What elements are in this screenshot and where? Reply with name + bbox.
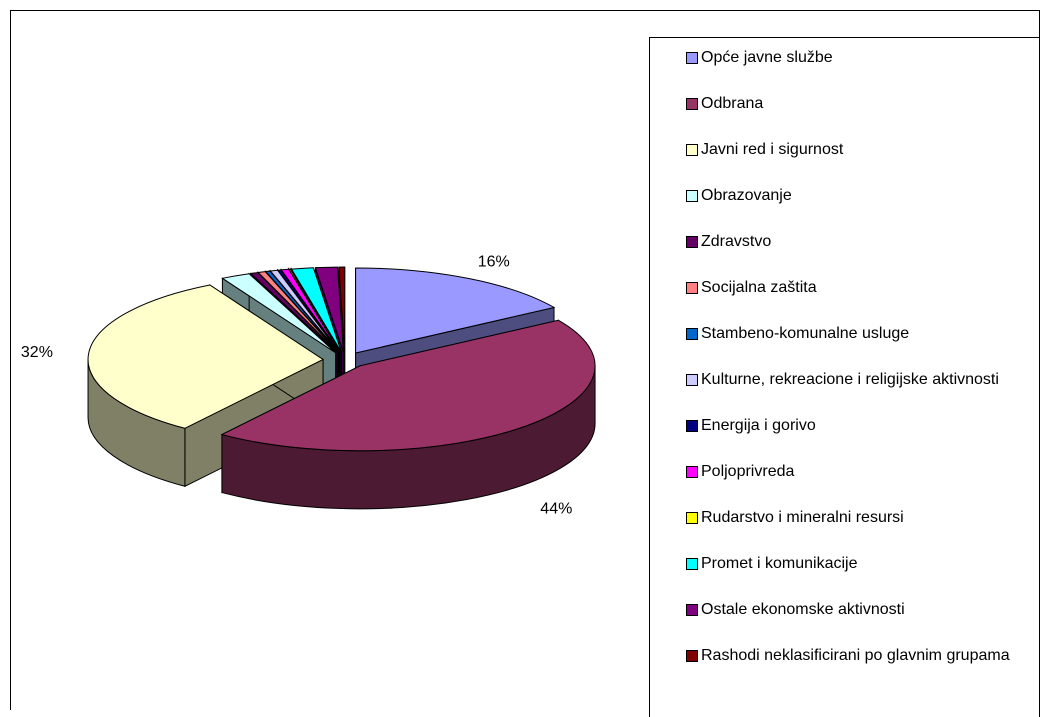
slice xyxy=(355,267,556,354)
legend-item: Stambeno-komunalne usluge xyxy=(686,325,909,342)
data-label: 44% xyxy=(540,501,572,518)
legend-label: Opće javne službe xyxy=(701,49,833,66)
legend-swatch xyxy=(686,650,698,662)
legend-item: Socijalna zaštita xyxy=(686,279,817,296)
slice xyxy=(338,266,346,353)
legend-item: Ostale ekonomske aktivnosti xyxy=(686,601,905,618)
legend-item: Energija i gorivo xyxy=(686,417,816,434)
legend-item: Obrazovanje xyxy=(686,187,792,204)
slice xyxy=(257,271,339,353)
legend-swatch xyxy=(686,374,698,386)
legend-label: Kulturne, rekreacione i religijske aktiv… xyxy=(701,371,999,388)
legend-swatch xyxy=(686,466,698,478)
legend-label: Stambeno-komunalne usluge xyxy=(701,325,910,342)
legend-item: Kulturne, rekreacione i religijske aktiv… xyxy=(686,371,999,388)
legend-item: Odbrana xyxy=(686,95,763,112)
legend-swatch xyxy=(686,328,698,340)
legend-swatch xyxy=(686,190,698,202)
legend-label: Promet i komunikacije xyxy=(701,555,858,572)
legend-swatch xyxy=(686,558,698,570)
slice xyxy=(249,272,338,353)
legend-item: Promet i komunikacije xyxy=(686,555,858,572)
legend-label: Rashodi neklasificirani po glavnim grupa… xyxy=(701,647,1010,664)
legend-label: Javni red i sigurnost xyxy=(701,141,844,158)
legend-swatch xyxy=(686,512,698,524)
slice xyxy=(221,273,336,354)
legend-label: Rudarstvo i mineralni resursi xyxy=(701,509,904,526)
legend-item: Zdravstvo xyxy=(686,233,771,250)
data-label: 16% xyxy=(478,253,510,270)
legend-item: Javni red i sigurnost xyxy=(686,141,843,158)
legend-swatch xyxy=(686,420,698,432)
slice xyxy=(290,267,342,353)
legend-item: Opće javne službe xyxy=(686,49,833,66)
slice xyxy=(220,319,596,452)
legend-swatch xyxy=(686,282,698,294)
slice xyxy=(314,266,344,353)
page: 16% 44% 32% Opće javne službe Odbrana Javni … xyxy=(10,10,1040,717)
legend-label: Zdravstvo xyxy=(701,233,772,250)
legend-swatch xyxy=(686,144,698,156)
legend-label: Obrazovanje xyxy=(701,187,792,204)
legend-label: Poljoprivreda xyxy=(701,463,795,480)
data-label: 32% xyxy=(21,344,53,361)
legend: Opće javne službe Odbrana Javni red i sigu… xyxy=(649,37,1040,717)
legend-swatch xyxy=(686,52,698,64)
legend-label: Ostale ekonomske aktivnosti xyxy=(701,601,905,618)
legend-swatch xyxy=(686,604,698,616)
legend-item: Rashodi neklasificirani po glavnim grupa… xyxy=(686,647,1010,664)
legend-label: Odbrana xyxy=(701,95,764,112)
slice xyxy=(87,284,325,429)
legend-swatch xyxy=(686,98,698,110)
legend-label: Socijalna zaštita xyxy=(701,279,817,296)
pie-chart: 16% 44% 32% xyxy=(21,253,596,518)
legend-label: Energija i gorivo xyxy=(701,417,816,434)
legend-swatch xyxy=(686,236,698,248)
legend-item: Rudarstvo i mineralni resursi xyxy=(686,509,904,526)
legend-item: Poljoprivreda xyxy=(686,463,794,480)
